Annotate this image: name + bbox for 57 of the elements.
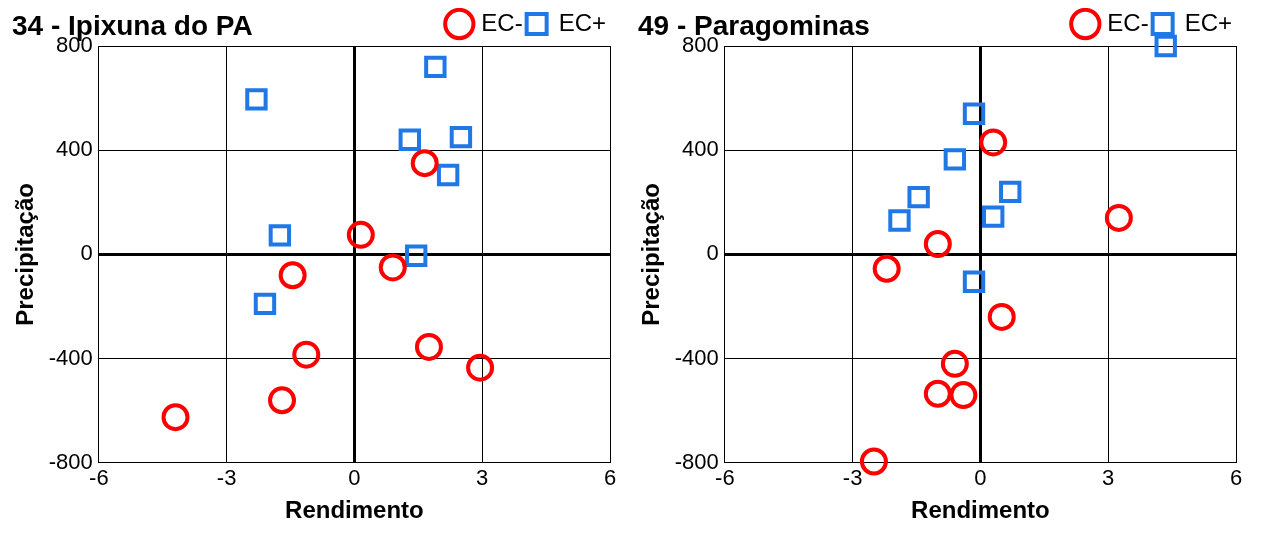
point — [398, 128, 421, 151]
x-tick-label: 6 — [1229, 465, 1243, 491]
point — [982, 205, 1005, 228]
point — [1104, 203, 1133, 232]
point — [292, 340, 321, 369]
point — [410, 149, 439, 178]
y-tick-label: 400 — [56, 136, 93, 162]
point — [907, 185, 930, 209]
point — [923, 379, 952, 408]
y-tick-label: 0 — [80, 240, 93, 266]
point — [449, 125, 473, 149]
y-tick-label: 0 — [706, 240, 719, 266]
y-tick-label: -800 — [674, 448, 719, 474]
x-axis-title: Rendimento — [911, 496, 1050, 524]
point — [253, 292, 277, 316]
legend-label: EC- — [1107, 8, 1149, 36]
y-tick-label: -400 — [48, 344, 93, 370]
y-tick-label: 400 — [682, 136, 719, 162]
point — [424, 55, 447, 79]
y-tick-label: -400 — [674, 344, 719, 370]
point — [940, 349, 969, 378]
x-tick-label: 3 — [1102, 465, 1115, 491]
point — [949, 381, 978, 410]
y-axis-title: Precipitação — [637, 183, 665, 326]
point — [872, 254, 901, 283]
point — [999, 180, 1022, 204]
x-tick-label: 3 — [476, 465, 489, 491]
y-axis-title: Precipitação — [11, 183, 39, 326]
point — [962, 270, 986, 293]
point — [923, 229, 952, 258]
point — [1154, 34, 1177, 58]
point — [414, 332, 443, 361]
x-tick-label: -3 — [842, 465, 863, 491]
point — [979, 128, 1008, 157]
legend-label: EC+ — [558, 8, 606, 36]
point — [466, 353, 495, 382]
y-tick-label: -800 — [48, 448, 93, 474]
point — [436, 163, 460, 187]
x-tick-label: 0 — [348, 465, 361, 491]
point — [245, 88, 268, 111]
point — [278, 261, 307, 290]
legend-label: EC- — [481, 8, 523, 36]
x-axis-title: Rendimento — [285, 496, 424, 524]
point — [943, 148, 967, 171]
point — [962, 102, 986, 125]
point — [888, 209, 911, 232]
legend-label: EC+ — [1184, 8, 1232, 36]
point — [268, 386, 296, 415]
point — [987, 302, 1016, 331]
point — [346, 220, 375, 249]
x-tick-label: 0 — [974, 465, 987, 491]
x-tick-label: -3 — [216, 465, 237, 491]
x-tick-label: 6 — [603, 465, 617, 491]
point — [161, 403, 190, 432]
point — [268, 224, 292, 247]
point — [378, 253, 407, 282]
point — [404, 244, 428, 267]
